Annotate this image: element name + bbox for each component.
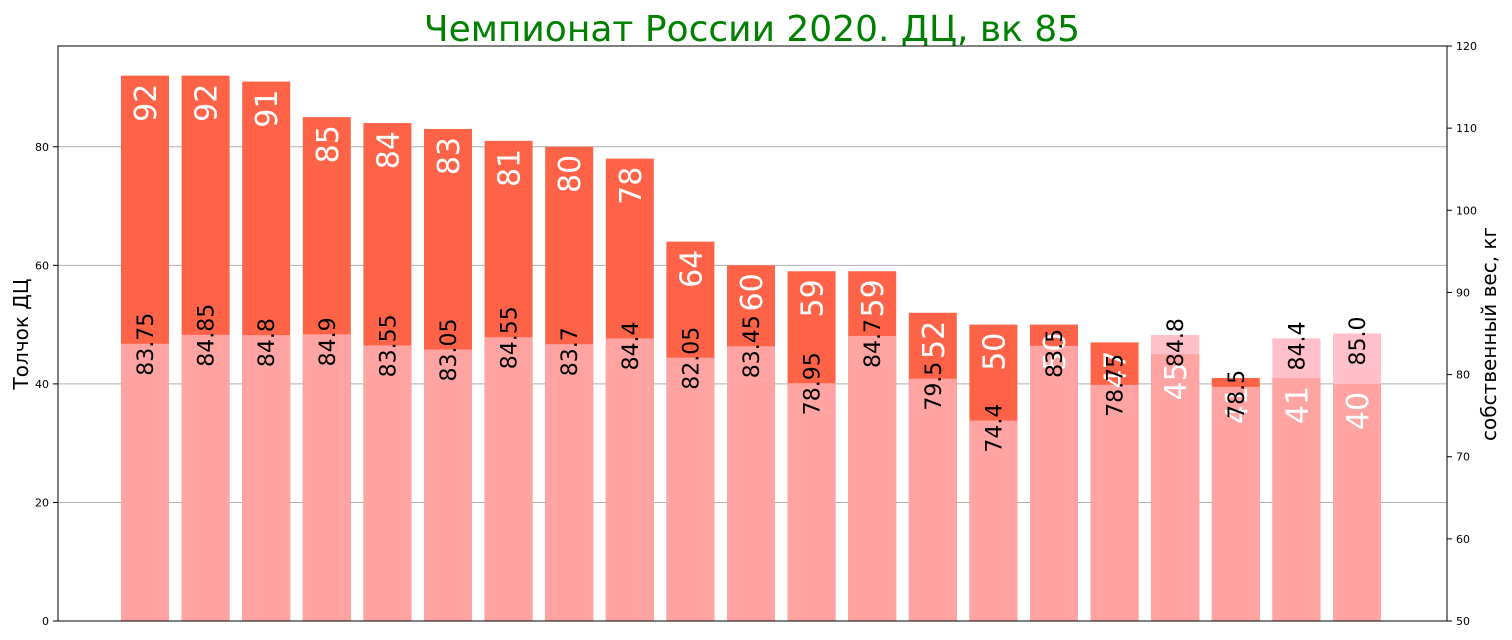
lift-value-label: 92: [190, 84, 225, 122]
lift-value-label: 60: [735, 273, 770, 311]
bodyweight-bar: [1211, 386, 1260, 621]
bodyweight-bar: [1090, 384, 1139, 621]
lift-value-label: 59: [796, 279, 831, 317]
lift-value-label: 41: [1280, 386, 1315, 424]
plot-frame: [57, 45, 1448, 622]
y2-tick-label: 90: [1456, 286, 1470, 299]
y2-tick-label: 60: [1456, 533, 1470, 546]
lift-value-label: 92: [129, 84, 164, 122]
lift-value-label: 85: [311, 125, 346, 163]
bodyweight-value-label: 84.85: [195, 304, 220, 367]
bodyweight-bar: [969, 420, 1018, 621]
y2-axis-label: собственный вес, кг: [1477, 227, 1501, 441]
left-axis: 0 20 40 60 80: [35, 141, 58, 628]
lift-value-label: 50: [977, 333, 1012, 371]
lift-value-label: 59: [856, 279, 891, 317]
bodyweight-cap: [1333, 333, 1381, 384]
bodyweight-value-label: 78.5: [1225, 370, 1250, 419]
bodyweight-bar: [1272, 338, 1321, 621]
y-tick-label: 0: [42, 615, 49, 628]
bar-labels: 92 83.75 92 84.85 91 84.8 85 84.9 84 83.55 83 83.05…: [129, 84, 1376, 453]
bodyweight-value-label: 84.8: [1164, 318, 1189, 367]
lift-value-label: 47: [1099, 350, 1134, 388]
y2-tick-label: 50: [1456, 615, 1470, 628]
lift-value-label: 81: [493, 149, 528, 187]
bodyweight-value-label: 74.4: [982, 404, 1007, 453]
bodyweight-bar: [787, 383, 836, 621]
bodyweight-bar: [484, 337, 533, 621]
bars: [121, 75, 1381, 622]
bodyweight-value-label: 83.05: [437, 319, 462, 382]
y-tick-label: 40: [35, 378, 49, 391]
chart-title: Чемпионат России 2020. ДЦ, вк 85: [424, 9, 1080, 50]
bodyweight-value-label: 84.4: [619, 321, 644, 370]
bodyweight-bar: [181, 334, 230, 621]
bodyweight-value-label: 83.5: [1043, 329, 1068, 378]
y2-tick-label: 110: [1456, 122, 1477, 135]
bodyweight-bar: [302, 334, 351, 621]
bodyweight-value-label: 83.55: [376, 314, 401, 377]
bodyweight-bar: [1030, 345, 1078, 621]
lift-value-label: 84: [371, 131, 406, 169]
bodyweight-value-label: 83.45: [740, 315, 765, 378]
bodyweight-value-label: 84.9: [316, 317, 341, 366]
lift-value-label: 50: [1038, 333, 1073, 371]
bodyweight-bar: [121, 343, 169, 621]
lift-value-label: 52: [917, 321, 952, 359]
y-tick-label: 80: [35, 141, 49, 154]
bodyweight-value-label: 82.05: [679, 327, 704, 390]
bodyweight-bar: [727, 346, 775, 621]
bodyweight-bar: [848, 335, 897, 621]
lift-value-label: 41: [1220, 386, 1255, 424]
y2-tick-label: 80: [1456, 369, 1470, 382]
y2-tick-label: 70: [1456, 451, 1470, 464]
bodyweight-value-label: 83.75: [134, 313, 159, 376]
bodyweight-bar: [545, 344, 594, 621]
bodyweight-value-label: 78.95: [801, 352, 826, 415]
y-axis-label: Толчок ДЦ: [9, 279, 33, 391]
y-tick-label: 20: [35, 496, 49, 509]
bodyweight-bar: [363, 345, 412, 621]
bodyweight-cap: [1272, 338, 1321, 378]
lift-value-label: 80: [553, 155, 588, 193]
bodyweight-bar: [605, 338, 654, 621]
bodyweight-value-label: 83.7: [558, 327, 583, 376]
bodyweight-value-label: 79.5: [922, 362, 947, 411]
right-axis: 50 60 70 80 90 100 110 120: [1447, 40, 1477, 628]
y2-tick-label: 120: [1456, 40, 1477, 53]
lift-value-label: 78: [614, 167, 649, 205]
bodyweight-bar: [908, 378, 957, 621]
lift-value-label: 91: [250, 90, 285, 128]
lift-value-label: 83: [432, 137, 467, 175]
bodyweight-bar: [666, 357, 715, 621]
lift-value-label: 40: [1341, 392, 1376, 430]
y2-tick-label: 100: [1456, 204, 1477, 217]
bodyweight-value-label: 84.4: [1285, 321, 1310, 370]
bodyweight-value-label: 84.7: [861, 319, 886, 368]
bodyweight-bar: [1151, 335, 1200, 621]
bodyweight-value-label: 84.8: [255, 318, 280, 367]
bodyweight-cap: [1151, 335, 1200, 355]
bodyweight-value-label: 78.75: [1104, 354, 1129, 417]
lift-value-label: 64: [674, 250, 709, 288]
bodyweight-bar: [242, 335, 291, 621]
lift-value-label: 45: [1159, 362, 1194, 400]
bodyweight-value-label: 85.0: [1346, 317, 1371, 366]
bodyweight-value-label: 84.55: [498, 306, 523, 369]
y-tick-label: 60: [35, 259, 49, 272]
bodyweight-bar: [424, 349, 472, 621]
